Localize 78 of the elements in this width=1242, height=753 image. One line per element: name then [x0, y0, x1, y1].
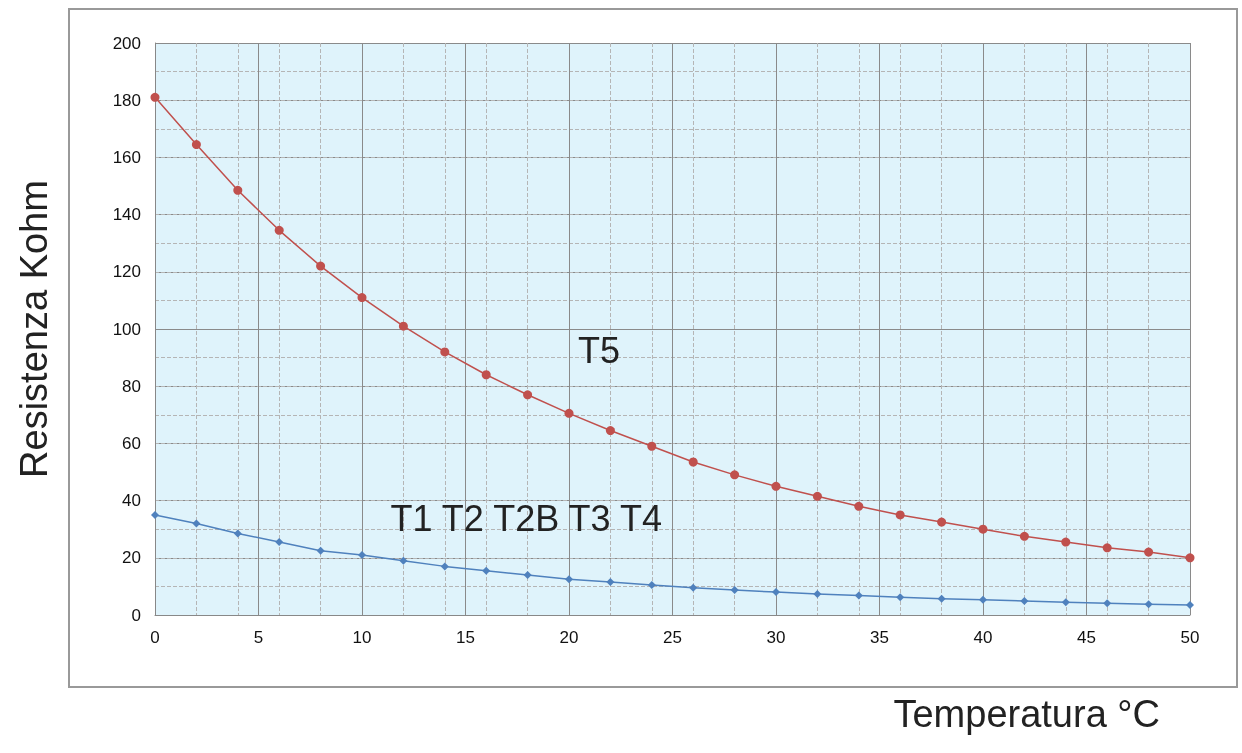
- point: [1144, 600, 1153, 609]
- point: [440, 347, 450, 357]
- point: [151, 510, 159, 519]
- point: [150, 92, 160, 102]
- point: [1061, 598, 1070, 607]
- point: [895, 510, 905, 520]
- y-tick-label: 40: [122, 491, 141, 511]
- point: [481, 370, 491, 380]
- y-tick-label: 160: [112, 147, 141, 167]
- point: [275, 538, 284, 547]
- point: [440, 562, 449, 571]
- x-tick-label: 40: [973, 628, 993, 647]
- point: [1061, 537, 1071, 547]
- point: [854, 591, 863, 600]
- y-tick-label: 100: [112, 319, 141, 339]
- y-tick-label: 20: [122, 548, 141, 568]
- point: [482, 566, 491, 575]
- point: [1144, 547, 1154, 557]
- point: [730, 470, 740, 480]
- point: [854, 501, 864, 511]
- point: [565, 575, 573, 584]
- point: [812, 491, 822, 501]
- x-tick-label: 35: [870, 628, 889, 647]
- point: [233, 529, 242, 538]
- point: [772, 588, 780, 597]
- x-tick-label: 10: [352, 628, 372, 647]
- point: [978, 524, 988, 534]
- y-tick-label: 200: [112, 33, 141, 53]
- point: [689, 583, 698, 592]
- point: [896, 593, 905, 602]
- point: [1103, 599, 1112, 608]
- x-tick-label: 50: [1180, 628, 1200, 647]
- point: [316, 261, 326, 271]
- point: [191, 140, 201, 150]
- point: [937, 517, 947, 527]
- series-label: T1 T2 T2B T3 T4: [390, 498, 662, 540]
- y-axis-title: Resistenza Kohm: [13, 180, 55, 478]
- x-tick-label: 45: [1077, 628, 1096, 647]
- point: [688, 457, 698, 467]
- y-tick-label: 140: [112, 205, 141, 225]
- point: [523, 570, 532, 579]
- point: [316, 546, 325, 555]
- point: [398, 321, 408, 331]
- point: [357, 293, 367, 303]
- point: [1186, 600, 1194, 609]
- y-tick-label: 80: [122, 376, 141, 396]
- y-tick-label: 120: [112, 262, 141, 282]
- point: [813, 590, 822, 599]
- point: [1020, 596, 1029, 605]
- point: [1102, 543, 1112, 553]
- point: [937, 594, 946, 603]
- point: [564, 408, 574, 418]
- point: [647, 580, 656, 589]
- x-tick-label: 15: [456, 628, 475, 647]
- y-tick-label: 60: [122, 433, 141, 453]
- point: [605, 426, 615, 436]
- point: [1019, 531, 1029, 541]
- point: [979, 595, 987, 604]
- series-label: T5: [577, 330, 621, 372]
- point: [399, 556, 408, 565]
- point: [192, 519, 201, 528]
- x-tick-label: 25: [663, 628, 682, 647]
- x-tick-label: 20: [559, 628, 579, 647]
- y-tick-label: 180: [112, 90, 141, 110]
- point: [771, 481, 781, 491]
- point: [606, 578, 615, 587]
- x-tick-label: 30: [766, 628, 786, 647]
- point: [274, 225, 284, 235]
- point: [730, 586, 739, 595]
- point: [358, 550, 366, 559]
- point: [1185, 553, 1195, 563]
- point: [233, 185, 243, 195]
- y-tick-label: 0: [131, 605, 141, 625]
- x-axis-title: Temperatura °C: [893, 693, 1160, 735]
- point: [647, 441, 657, 451]
- x-tick-label: 5: [253, 628, 264, 647]
- x-tick-label: 0: [150, 628, 160, 647]
- point: [523, 390, 533, 400]
